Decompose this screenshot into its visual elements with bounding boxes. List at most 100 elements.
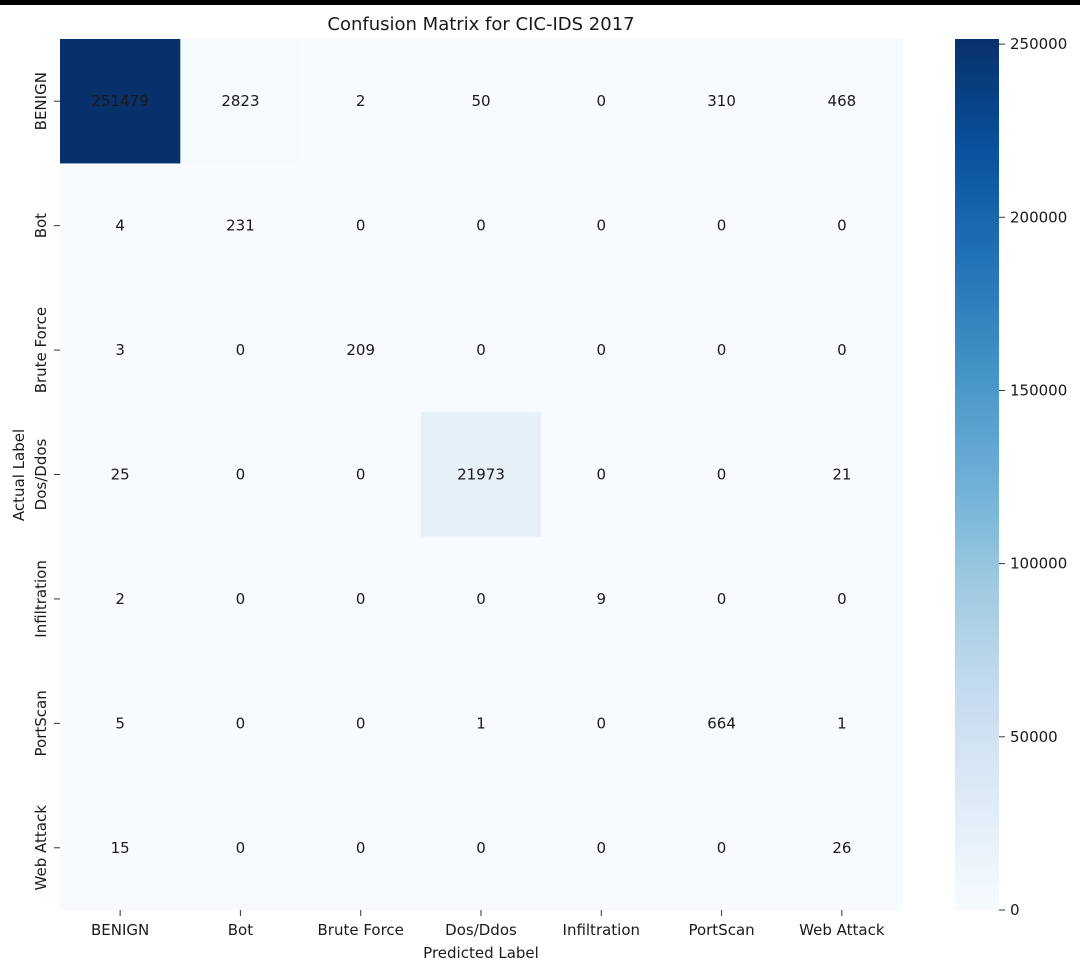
cell-infiltration-web-attack [781,536,903,662]
cell-value-label: 0 [476,341,486,359]
cell-value-label: 0 [356,466,366,484]
cell-value-label: 0 [837,217,847,235]
colorbar-tick-label: 150000 [1010,381,1067,399]
cell-portscan-portscan [661,661,783,787]
y-tick-label: Web Attack [32,805,50,891]
cell-value-label: 0 [717,341,727,359]
cell-value-label: 0 [597,341,607,359]
cell-value-label: 50 [471,92,490,110]
cell-benign-bot [180,39,302,165]
cell-brute-force-benign [60,287,181,413]
cell-value-label: 9 [597,590,607,608]
x-tick-label: Web Attack [799,921,885,939]
cell-value-label: 0 [356,590,366,608]
cell-benign-benign [60,39,181,165]
cell-value-label: 310 [707,92,736,110]
cell-web-attack-brute-force [300,785,422,911]
cell-portscan-brute-force [300,661,422,787]
x-tick-label: Bot [228,921,253,939]
cell-value-label: 0 [597,839,607,857]
y-axis-ticks: BENIGN Bot Brute Force Dos/Ddos Infiltration… [32,72,60,890]
cell-web-attack-web-attack [781,785,903,911]
cell-value-label: 0 [236,341,246,359]
cell-value-label: 664 [707,714,736,732]
cell-value-label: 0 [717,217,727,235]
cell-bot-dos-ddos [420,163,542,289]
y-axis-label: Actual Label [10,429,28,521]
y-tick-label: Infiltration [32,560,50,638]
cell-bot-portscan [661,163,783,289]
cell-dos-ddos-web-attack [781,412,903,538]
cell-value-label: 0 [837,341,847,359]
cell-web-attack-dos-ddos [420,785,542,911]
cell-value-label: 0 [597,466,607,484]
cell-value-label: 5 [115,714,125,732]
colorbar-tick-label: 100000 [1010,555,1067,573]
cell-value-label: 468 [828,92,857,110]
colorbar [955,39,999,910]
cell-value-label: 21 [832,466,851,484]
cell-value-label: 1 [837,714,847,732]
cell-value-label: 2 [356,92,366,110]
cell-value-label: 251479 [92,92,149,110]
cell-benign-web-attack [781,39,903,165]
cell-infiltration-dos-ddos [420,536,542,662]
cell-value-label: 25 [111,466,130,484]
cell-dos-ddos-infiltration [541,412,663,538]
y-tick-label: Brute Force [32,307,50,393]
cell-portscan-dos-ddos [420,661,542,787]
cell-value-label: 0 [597,714,607,732]
chart-title: Confusion Matrix for CIC-IDS 2017 [327,14,634,35]
cell-value-label: 0 [717,839,727,857]
cell-value-label: 0 [236,714,246,732]
cell-value-label: 4 [115,217,125,235]
cell-value-label: 0 [476,590,486,608]
x-tick-label: PortScan [688,921,754,939]
cell-brute-force-bot [180,287,302,413]
x-axis-label: Predicted Label [423,944,539,962]
cell-value-label: 0 [597,92,607,110]
cell-value-label: 21973 [457,466,505,484]
cell-value-label: 231 [226,217,255,235]
cell-value-label: 0 [356,217,366,235]
cell-bot-benign [60,163,181,289]
cell-value-label: 2823 [221,92,259,110]
colorbar-ticks: 0 50000 100000 150000 200000 250000 [999,35,1067,919]
cell-value-label: 0 [476,839,486,857]
cell-benign-dos-ddos [420,39,542,165]
cell-value-label: 0 [356,714,366,732]
cell-bot-brute-force [300,163,422,289]
y-tick-label: Dos/Ddos [32,438,50,510]
cell-value-label: 15 [111,839,130,857]
top-border [0,0,1080,5]
cell-brute-force-web-attack [781,287,903,413]
cell-brute-force-brute-force [300,287,422,413]
colorbar-tick-label: 50000 [1010,728,1058,746]
cell-value-label: 209 [346,341,375,359]
cell-web-attack-bot [180,785,302,911]
x-tick-label: Infiltration [563,921,641,939]
cell-value-label: 2 [115,590,125,608]
cell-web-attack-infiltration [541,785,663,911]
cell-value-label: 0 [717,590,727,608]
y-tick-label: BENIGN [32,72,50,130]
cell-dos-ddos-benign [60,412,181,538]
cell-value-label: 3 [115,341,125,359]
cell-infiltration-bot [180,536,302,662]
cell-bot-bot [180,163,302,289]
cell-infiltration-infiltration [541,536,663,662]
cell-value-label: 0 [717,466,727,484]
cell-value-label: 0 [356,839,366,857]
colorbar-tick-label: 250000 [1010,35,1067,53]
colorbar-tick-label: 200000 [1010,208,1067,226]
cell-benign-infiltration [541,39,663,165]
x-axis-ticks: BENIGN Bot Brute Force Dos/Ddos Infiltration… [91,910,885,939]
cell-bot-infiltration [541,163,663,289]
cell-web-attack-portscan [661,785,783,911]
cell-value-label: 0 [236,466,246,484]
cell-infiltration-brute-force [300,536,422,662]
cell-value-label: 1 [476,714,486,732]
cell-dos-ddos-brute-force [300,412,422,538]
